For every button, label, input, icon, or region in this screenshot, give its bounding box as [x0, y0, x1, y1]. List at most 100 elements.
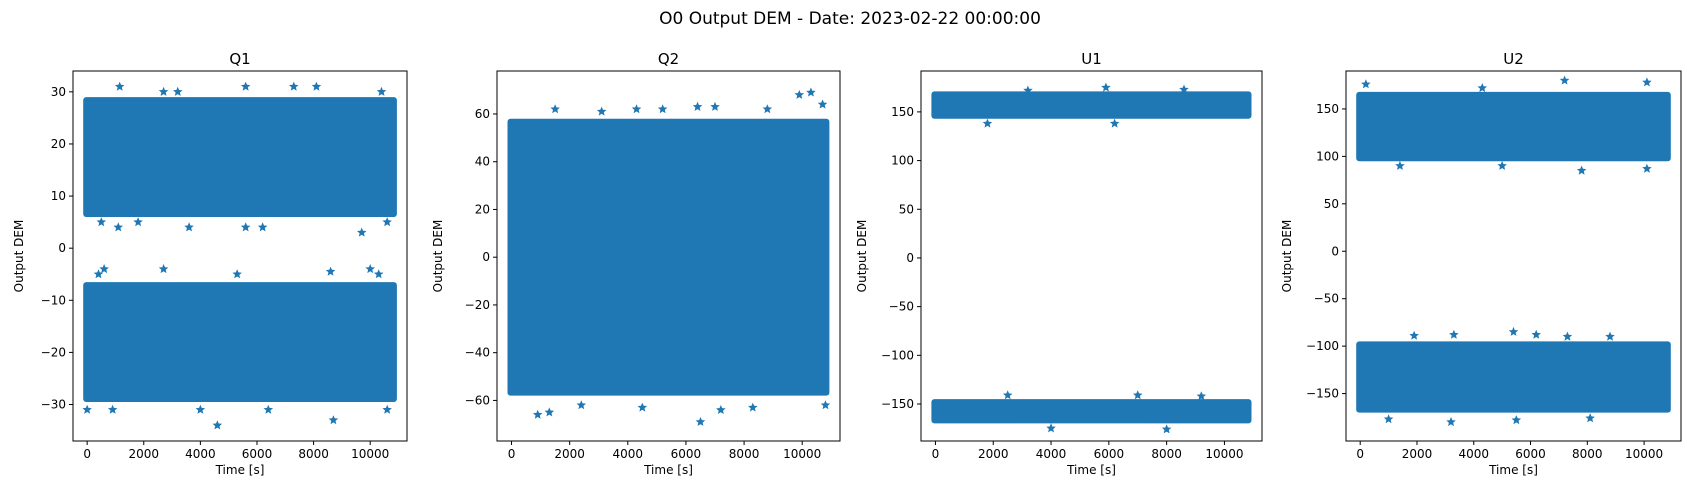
y-tick-label: 50 [1324, 197, 1339, 211]
data-point [113, 222, 123, 232]
x-tick-label: 10000 [1205, 447, 1243, 461]
y-tick-label: −40 [465, 346, 490, 360]
data-point [762, 104, 773, 114]
data-point [96, 217, 107, 227]
y-tick-label: 150 [1316, 102, 1339, 116]
data-point [1446, 417, 1456, 427]
data-point [1179, 84, 1189, 94]
y-tick-label: −10 [41, 293, 66, 307]
data-point [1361, 79, 1371, 89]
x-tick-label: 4000 [613, 447, 644, 461]
data-point [133, 217, 143, 227]
data-point [373, 269, 384, 279]
y-axis-label: Output DEM [12, 220, 26, 293]
x-axis-label: Time [s] [1066, 463, 1116, 477]
y-tick-label: −150 [1306, 387, 1339, 401]
data-point [544, 407, 555, 417]
data-point [1477, 83, 1487, 93]
data-point [1585, 413, 1595, 423]
data-point [365, 264, 375, 274]
data-point [93, 269, 104, 279]
data-point [289, 81, 299, 91]
x-axis-label: Time [s] [1488, 463, 1538, 477]
data-point [806, 87, 816, 97]
data-point [158, 264, 169, 274]
x-tick-label: 8000 [729, 447, 760, 461]
axes-frame [72, 70, 408, 442]
subplot-title: U1 [1081, 50, 1102, 68]
data-point [1161, 424, 1172, 434]
x-tick-label: 2000 [554, 447, 585, 461]
y-tick-label: 0 [906, 251, 914, 265]
data-point [532, 409, 543, 419]
subplot-q2: 0 2000 4000 6000 8000 10000 −60 −40 −20 0 20 40 60 Q2… [431, 50, 841, 477]
data-point [820, 400, 831, 410]
data-point [107, 404, 118, 414]
data-point [263, 404, 274, 414]
y-tick-label: 10 [51, 189, 66, 203]
data-point [692, 101, 703, 111]
y-tick-label: −100 [1306, 339, 1339, 353]
data-point [794, 89, 805, 99]
data-point [376, 86, 387, 96]
data-point [82, 404, 92, 414]
data-point [1642, 77, 1652, 87]
data-point [1133, 390, 1143, 400]
y-tick-label: 20 [51, 137, 66, 151]
data-point [240, 222, 251, 232]
data-point [1023, 85, 1033, 95]
x-tick-label: 2000 [128, 447, 159, 461]
data-point [1109, 118, 1120, 128]
data-point [817, 99, 828, 109]
y-tick-label: 0 [1331, 244, 1339, 258]
x-axis-label: Time [s] [215, 463, 265, 477]
x-tick-label: 10000 [783, 447, 821, 461]
data-point [716, 405, 726, 414]
data-point [1046, 423, 1056, 433]
data-point [257, 222, 268, 232]
x-tick-label: 10000 [1625, 447, 1663, 461]
x-tick-label: 8000 [1151, 447, 1182, 461]
data-point [1562, 331, 1573, 341]
y-tick-label: −20 [465, 298, 490, 312]
y-tick-label: 60 [475, 107, 490, 121]
y-tick-label: −60 [465, 393, 490, 407]
data-band-1 [1356, 91, 1671, 162]
data-point [596, 106, 607, 116]
y-tick-label: 0 [482, 250, 490, 264]
x-tick-label: 6000 [1515, 447, 1546, 461]
data-band-2 [83, 282, 397, 402]
data-point [710, 101, 720, 111]
data-point [1449, 329, 1459, 339]
x-axis-label: Time [s] [643, 463, 693, 477]
x-tick-label: 2000 [1402, 447, 1433, 461]
x-tick-label: 0 [932, 447, 940, 461]
y-tick-label: 0 [58, 241, 66, 255]
data-point [240, 81, 251, 91]
x-tick-label: 4000 [1036, 447, 1067, 461]
data-point [328, 415, 339, 425]
data-point [99, 264, 109, 274]
data-band-2 [931, 399, 1252, 424]
data-point [982, 118, 993, 128]
data-point [212, 420, 223, 430]
data-point [1605, 331, 1615, 341]
data-point [576, 400, 587, 410]
data-point [195, 404, 206, 414]
data-point [158, 86, 169, 96]
y-tick-label: −100 [881, 348, 914, 362]
x-tick-label: 0 [508, 447, 516, 461]
data-band-2 [1356, 341, 1671, 413]
y-tick-label: 100 [891, 154, 914, 168]
data-point [114, 81, 125, 91]
data-point [1383, 414, 1394, 424]
figure-suptitle: O0 Output DEM - Date: 2023-02-22 00:00:0… [659, 9, 1041, 29]
data-band-1 [83, 97, 397, 217]
y-axis-label: Output DEM [431, 220, 445, 293]
x-tick-label: 6000 [1094, 447, 1125, 461]
data-band-1 [931, 91, 1252, 119]
data-point [1508, 326, 1519, 336]
x-tick-label: 0 [1356, 447, 1364, 461]
